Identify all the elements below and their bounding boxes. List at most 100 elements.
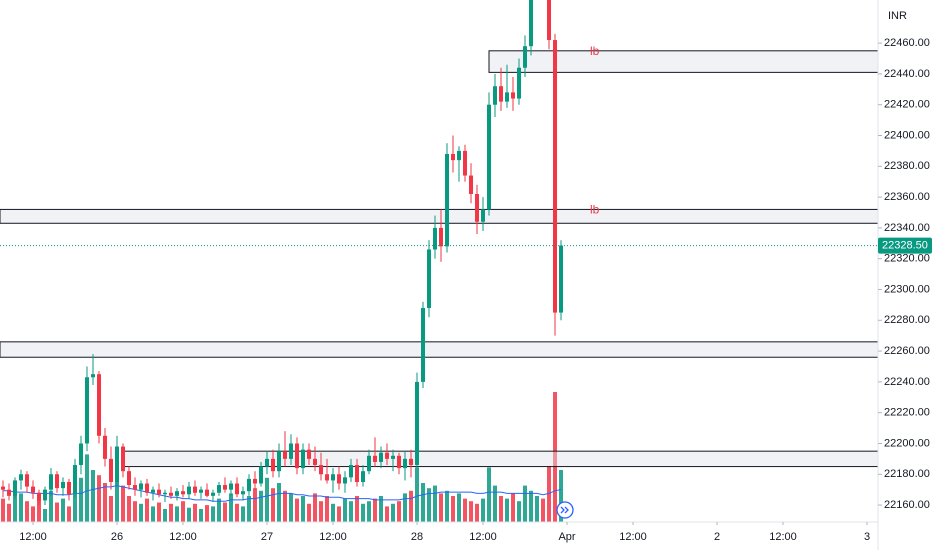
realtime-button[interactable] bbox=[556, 501, 574, 519]
candle-body bbox=[121, 446, 126, 472]
volume-bar bbox=[547, 466, 552, 522]
candle-body bbox=[457, 150, 462, 161]
volume-bar bbox=[43, 509, 48, 522]
candle-body bbox=[421, 307, 426, 382]
volume-bar bbox=[517, 501, 522, 522]
candle-body bbox=[337, 474, 342, 484]
volume-bar bbox=[445, 490, 450, 522]
candle-body bbox=[25, 474, 30, 487]
candle-body bbox=[67, 481, 72, 495]
x-tick-label: Apr bbox=[558, 531, 575, 543]
candle-body bbox=[115, 446, 120, 482]
candle-body bbox=[211, 492, 216, 496]
volume-bar bbox=[499, 496, 504, 522]
volume-bar bbox=[91, 470, 96, 522]
volume-bar bbox=[157, 502, 162, 522]
volume-bar bbox=[61, 498, 66, 522]
candle-body bbox=[91, 374, 96, 378]
volume-bar bbox=[553, 392, 558, 522]
volume-bar bbox=[193, 503, 198, 522]
candle-body bbox=[451, 153, 456, 161]
candle-body bbox=[217, 485, 222, 493]
volume-bar bbox=[523, 485, 528, 522]
candle-body bbox=[529, 0, 534, 47]
candle-body bbox=[31, 486, 36, 493]
volume-bar bbox=[97, 475, 102, 522]
candle-body bbox=[49, 474, 54, 490]
volume-bar bbox=[13, 485, 18, 522]
last-price-box bbox=[878, 237, 932, 254]
candle-body bbox=[409, 458, 414, 466]
y-tick-label: 22280.00 bbox=[884, 314, 930, 326]
zone bbox=[122, 450, 878, 468]
candle-body bbox=[349, 465, 354, 478]
volume-bar bbox=[427, 488, 432, 522]
volume-bar bbox=[349, 501, 354, 522]
volume-bar bbox=[139, 503, 144, 522]
x-tick-label: 2 bbox=[714, 531, 720, 543]
candle-body bbox=[403, 458, 408, 469]
candle-body bbox=[289, 443, 294, 459]
candle-body bbox=[547, 0, 552, 41]
zone-label: lb bbox=[590, 203, 600, 217]
volume-bar bbox=[289, 493, 294, 522]
volume-bar bbox=[487, 467, 492, 522]
volume-bar bbox=[391, 503, 396, 522]
candle-body bbox=[499, 86, 504, 102]
volume-bar bbox=[397, 501, 402, 522]
volume-bar bbox=[301, 496, 306, 522]
volume-bar bbox=[175, 506, 180, 522]
candle-body bbox=[361, 471, 366, 482]
candle-body bbox=[151, 489, 156, 493]
candle-body bbox=[205, 489, 210, 496]
candle-body bbox=[385, 452, 390, 459]
candle-body bbox=[505, 92, 510, 102]
volume-bar bbox=[121, 485, 126, 522]
volume-bar bbox=[457, 493, 462, 522]
volume-bar bbox=[223, 502, 228, 522]
volume-bar bbox=[505, 498, 510, 522]
x-tick-label: 12:00 bbox=[19, 531, 47, 543]
x-tick-label: 12:00 bbox=[319, 531, 347, 543]
volume-bar bbox=[535, 496, 540, 522]
volume-bar bbox=[433, 485, 438, 522]
last-price-label: 22328.50 bbox=[882, 240, 928, 252]
candle-body bbox=[109, 458, 114, 482]
volume-bar bbox=[253, 488, 258, 522]
candle-body bbox=[241, 491, 246, 495]
volume-bar bbox=[409, 490, 414, 522]
candle-body bbox=[517, 67, 522, 99]
y-tick-label: 22400.00 bbox=[884, 129, 930, 141]
candle-body bbox=[559, 245, 564, 313]
y-tick-label: 22160.00 bbox=[884, 499, 930, 511]
volume-bar bbox=[319, 501, 324, 522]
volume-bar bbox=[367, 501, 372, 522]
candle-body bbox=[397, 455, 402, 469]
volume-bar bbox=[373, 498, 378, 522]
volume-ma-line bbox=[3, 485, 562, 502]
y-tick-label: 22340.00 bbox=[884, 222, 930, 234]
y-tick-label: 22440.00 bbox=[884, 68, 930, 80]
volume-bar bbox=[463, 498, 468, 522]
candle-body bbox=[331, 474, 336, 481]
candle-body bbox=[511, 92, 516, 99]
volume-bar bbox=[169, 503, 174, 522]
candle-body bbox=[79, 443, 84, 466]
candle-body bbox=[265, 458, 270, 467]
volume-bar bbox=[469, 501, 474, 522]
candle-body bbox=[433, 227, 438, 250]
candle-body bbox=[181, 491, 186, 495]
candle-body bbox=[1, 486, 6, 490]
candle-body bbox=[37, 492, 42, 501]
volume-bar bbox=[109, 496, 114, 522]
volume-bar bbox=[421, 483, 426, 522]
candle-body bbox=[523, 46, 528, 68]
volume-bar bbox=[265, 477, 270, 522]
candle-body bbox=[481, 209, 486, 222]
volume-bar bbox=[361, 503, 366, 522]
volume-bar bbox=[79, 477, 84, 522]
volume-bar bbox=[151, 506, 156, 522]
volume-bar bbox=[187, 507, 192, 522]
candle-body bbox=[379, 452, 384, 462]
